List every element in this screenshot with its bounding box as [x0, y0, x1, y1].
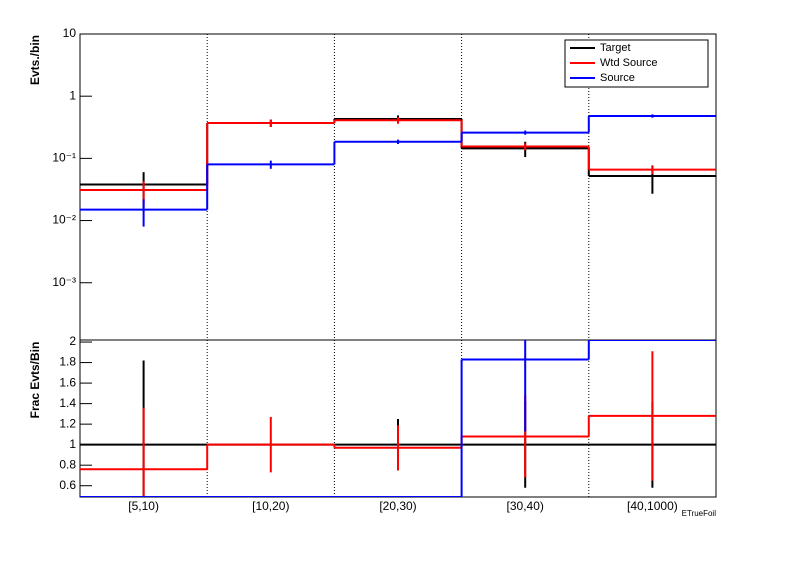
- legend-label: Source: [600, 72, 635, 84]
- y-tick-label: 1.8: [59, 355, 76, 369]
- y-tick-label: 10⁻³: [52, 275, 76, 289]
- plot-area: [80, 114, 716, 227]
- y-tick-label: 0.8: [59, 457, 76, 471]
- legend-label: Wtd Source: [600, 57, 657, 69]
- y-tick-label: 0.6: [59, 478, 76, 492]
- y-tick-label: 10⁻¹: [52, 151, 76, 165]
- legend-label: Target: [600, 42, 631, 54]
- y-tick-label: 10⁻²: [52, 213, 76, 227]
- y-tick-label: 2: [69, 334, 76, 348]
- y-tick-label: 1: [69, 88, 76, 102]
- x-tick-label: [5,10): [128, 499, 159, 513]
- y-tick-label: 1.4: [59, 396, 76, 410]
- y-axis-label: Frac Evts/Bin: [28, 342, 42, 419]
- y-tick-label: 1.6: [59, 375, 76, 389]
- x-tick-label: [40,1000): [627, 499, 678, 513]
- x-tick-label: [30,40): [507, 499, 544, 513]
- x-tick-label: [20,30): [379, 499, 416, 513]
- x-tick-label: [10,20): [252, 499, 289, 513]
- y-tick-label: 1.2: [59, 416, 76, 430]
- plot-area: [80, 340, 716, 497]
- y-tick-label: 1: [69, 437, 76, 451]
- x-axis-label: ETrueFoil: [682, 509, 717, 518]
- y-tick-label: 10: [63, 26, 77, 40]
- y-axis-label: Evts./bin: [28, 35, 42, 85]
